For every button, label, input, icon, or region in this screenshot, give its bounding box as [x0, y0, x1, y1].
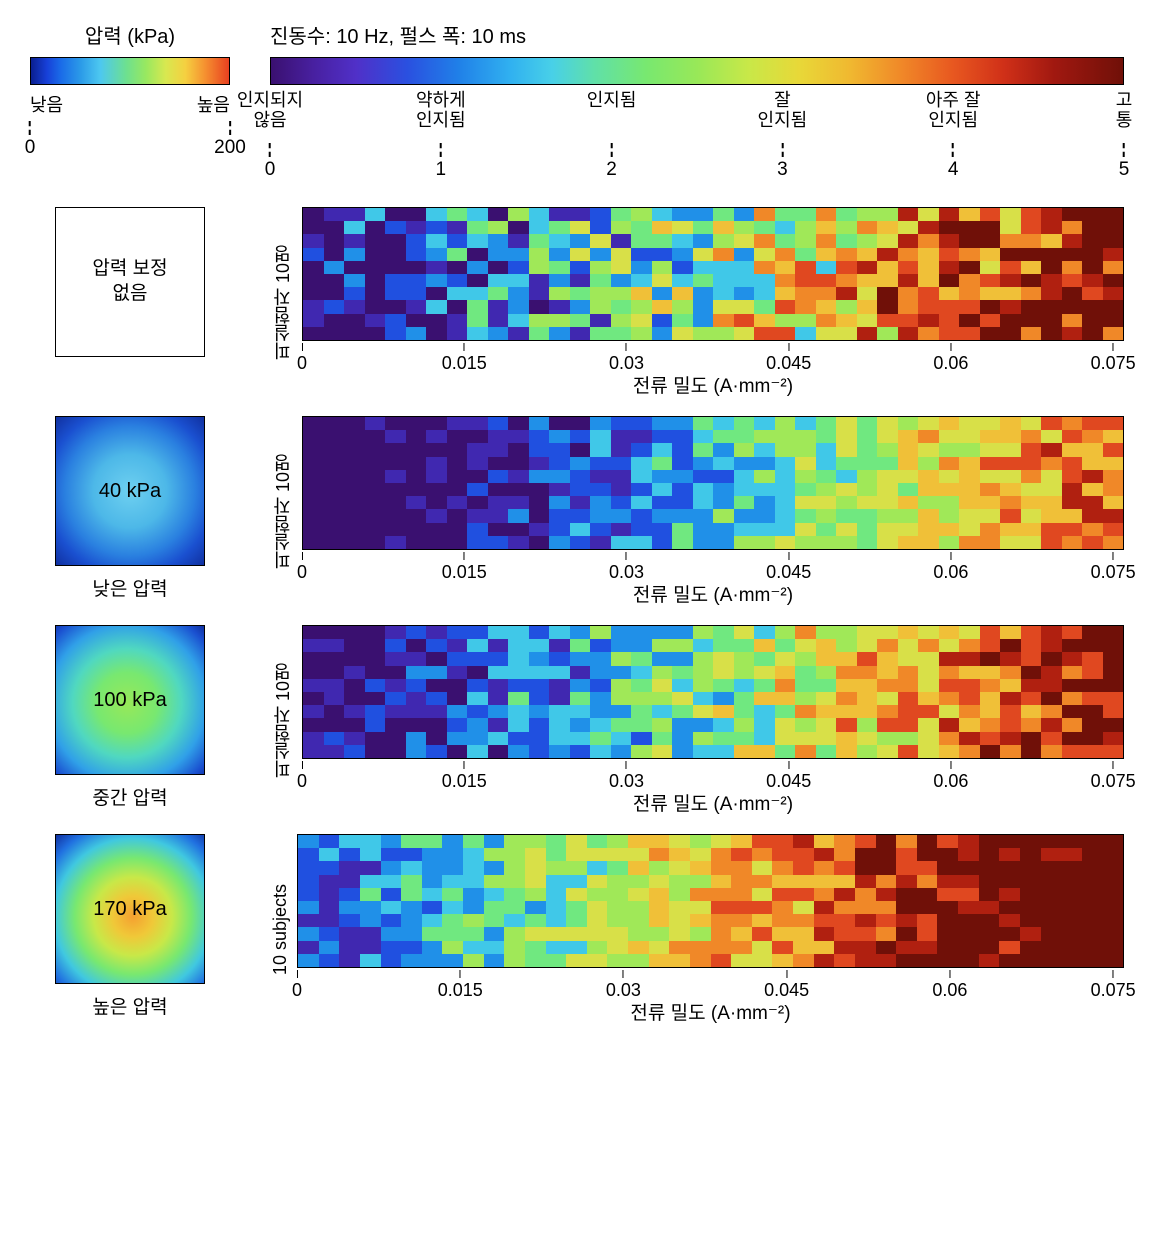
perception-colorbar [270, 57, 1124, 85]
xtick-mid-0: 0 [297, 771, 307, 792]
thumbnail-caption-low: 낮은 압력 [30, 574, 230, 601]
data-row-high: 170 kPa높은 압력10 subjects00.0150.030.0450.… [30, 834, 1124, 1025]
xtick-high-3: 0.045 [764, 980, 809, 1001]
ylabel-high: 10 subjects [270, 884, 291, 975]
ylabel-mid: 피실험자 10명 [270, 663, 296, 778]
pressure-ticks: 0 200 [30, 121, 230, 161]
pressure-title: 압력 (kPa) [30, 20, 230, 49]
pressure-thumbnail-none: 압력 보정 없음 [55, 207, 205, 357]
pressure-tick-1: 200 [214, 137, 246, 159]
perception-category-4: 아주 잘 인지됨 [926, 91, 981, 131]
perception-colorbar-block: 진동수: 10 Hz, 펄스 폭: 10 ms 인지되지 않음약하게 인지됨인지… [270, 20, 1124, 173]
perception-title: 진동수: 10 Hz, 펄스 폭: 10 ms [270, 20, 1124, 49]
thumbnail-label-mid: 100 kPa [93, 689, 166, 712]
pressure-high-label: 높음 [197, 91, 230, 117]
heatmap-none [302, 207, 1124, 341]
thumbnail-label-none: 압력 보정 없음 [92, 257, 167, 306]
xtick-low-0: 0 [297, 562, 307, 583]
xtick-low-4: 0.06 [933, 562, 968, 583]
xtick-low-1: 0.015 [442, 562, 487, 583]
ylabel-low: 피실험자 10명 [270, 454, 296, 569]
xtick-mid-4: 0.06 [933, 771, 968, 792]
xtick-none-3: 0.045 [766, 353, 811, 374]
perception-category-1: 약하게 인지됨 [416, 91, 466, 131]
pressure-tick-0: 0 [25, 137, 36, 159]
xtick-mid-2: 0.03 [609, 771, 644, 792]
perception-category-2: 인지됨 [587, 91, 637, 111]
xtick-high-1: 0.015 [438, 980, 483, 1001]
xtick-low-5: 0.075 [1091, 562, 1136, 583]
xtick-low-2: 0.03 [609, 562, 644, 583]
heatmap-mid [302, 625, 1124, 759]
pressure-colorbar [30, 57, 230, 85]
xaxis-ticks-none: 00.0150.030.0450.060.075 [302, 343, 1124, 369]
perception-tick-3: 3 [777, 159, 788, 181]
data-row-mid: 100 kPa중간 압력피실험자 10명00.0150.030.0450.060… [30, 625, 1124, 816]
header-row: 압력 (kPa) 낮음 높음 0 200 진동수: 10 Hz, 펄스 폭: 1… [30, 20, 1124, 173]
perception-ticks: 012345 [270, 143, 1124, 169]
xtick-high-2: 0.03 [606, 980, 641, 1001]
data-row-low: 40 kPa 낮은 압력 피실험자 10명00.0150.030.0450.060.… [30, 416, 1124, 607]
pressure-low-label: 낮음 [30, 91, 63, 117]
xtick-none-5: 0.075 [1091, 353, 1136, 374]
perception-tick-0: 0 [265, 159, 276, 181]
xtick-high-0: 0 [292, 980, 302, 1001]
perception-tick-1: 1 [436, 159, 447, 181]
xtick-high-4: 0.06 [932, 980, 967, 1001]
perception-category-labels: 인지되지 않음약하게 인지됨인지됨잘 인지됨아주 잘 인지됨고통 [270, 91, 1124, 139]
xtick-none-1: 0.015 [442, 353, 487, 374]
xaxis-ticks-low: 00.0150.030.0450.060.075 [302, 552, 1124, 578]
ylabel-none: 피실험자 10명 [270, 245, 296, 360]
data-row-none: 압력 보정 없음 피실험자 10명00.0150.030.0450.060.075… [30, 207, 1124, 398]
pressure-colorbar-block: 압력 (kPa) 낮음 높음 0 200 [30, 20, 230, 173]
rows-container: 압력 보정 없음피실험자 10명00.0150.030.0450.060.075… [30, 189, 1124, 1025]
xtick-mid-1: 0.015 [442, 771, 487, 792]
thumbnail-caption-high: 높은 압력 [30, 992, 230, 1019]
xtick-none-2: 0.03 [609, 353, 644, 374]
pressure-thumbnail-high: 170 kPa [55, 834, 205, 984]
pressure-thumbnail-low: 40 kPa [55, 416, 205, 566]
xaxis-ticks-mid: 00.0150.030.0450.060.075 [302, 761, 1124, 787]
perception-tick-2: 2 [606, 159, 617, 181]
xlabel-none: 전류 밀도 (A·mm⁻²) [302, 371, 1124, 398]
thumbnail-caption-mid: 중간 압력 [30, 783, 230, 810]
perception-tick-4: 4 [948, 159, 959, 181]
xlabel-high: 전류 밀도 (A·mm⁻²) [297, 998, 1124, 1025]
pressure-thumbnail-mid: 100 kPa [55, 625, 205, 775]
thumbnail-label-high: 170 kPa [93, 898, 166, 921]
perception-category-3: 잘 인지됨 [758, 91, 808, 131]
pressure-lowhigh-labels: 낮음 높음 [30, 91, 230, 117]
xtick-low-3: 0.045 [766, 562, 811, 583]
xtick-none-4: 0.06 [933, 353, 968, 374]
xtick-mid-3: 0.045 [766, 771, 811, 792]
heatmap-high [297, 834, 1124, 968]
perception-category-5: 고통 [1116, 91, 1133, 131]
figure-root: 압력 (kPa) 낮음 높음 0 200 진동수: 10 Hz, 펄스 폭: 1… [30, 20, 1124, 1025]
perception-tick-5: 5 [1119, 159, 1130, 181]
xlabel-low: 전류 밀도 (A·mm⁻²) [302, 580, 1124, 607]
xaxis-ticks-high: 00.0150.030.0450.060.075 [297, 970, 1124, 996]
heatmap-low [302, 416, 1124, 550]
perception-category-0: 인지되지 않음 [237, 91, 303, 131]
xlabel-mid: 전류 밀도 (A·mm⁻²) [302, 789, 1124, 816]
thumbnail-label-low: 40 kPa [99, 480, 161, 503]
xtick-none-0: 0 [297, 353, 307, 374]
xtick-high-5: 0.075 [1091, 980, 1136, 1001]
xtick-mid-5: 0.075 [1091, 771, 1136, 792]
